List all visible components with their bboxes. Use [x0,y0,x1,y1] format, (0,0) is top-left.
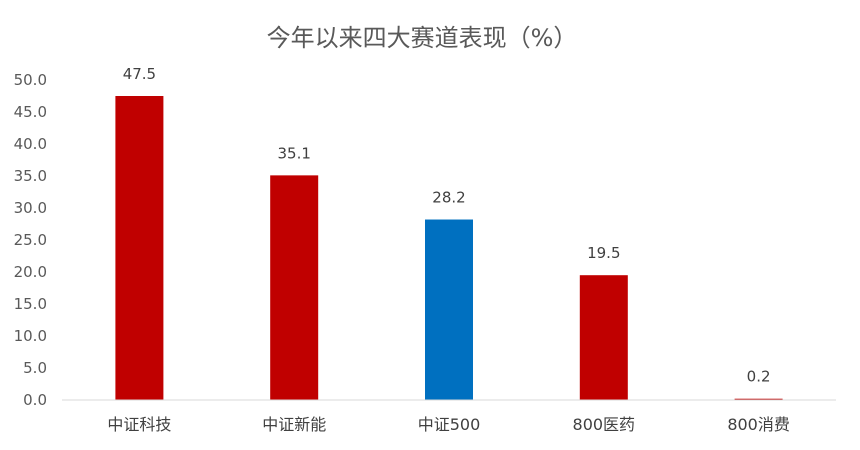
x-tick-label: 中证500 [418,415,481,434]
chart-title: 今年以来四大赛道表现（%） [267,24,578,52]
data-label: 19.5 [587,244,620,262]
bar-series: 47.5 35.1 28.2 19.5 0.2 [115,65,783,401]
bar [270,175,319,400]
data-label: 0.2 [747,368,771,386]
y-tick-label: 30.0 [14,199,47,217]
x-tick-label: 中证科技 [107,415,171,434]
x-tick-label: 800消费 [727,415,790,434]
bar [425,219,473,400]
y-axis: 0.0 5.0 10.0 15.0 20.0 25.0 30.0 35.0 40.0 45.0 50… [14,71,47,409]
bar [734,398,783,401]
y-tick-label: 25.0 [14,231,47,249]
bar [115,96,164,400]
x-tick-label: 中证新能 [262,415,326,434]
y-tick-label: 0.0 [23,391,47,409]
y-tick-label: 10.0 [14,327,47,345]
y-tick-label: 45.0 [14,103,47,121]
y-tick-label: 50.0 [14,71,47,89]
x-tick-label: 800医药 [573,415,636,434]
y-tick-label: 35.0 [14,167,47,185]
y-tick-label: 40.0 [14,135,47,153]
y-tick-label: 20.0 [14,263,47,281]
data-label: 35.1 [277,144,310,162]
bar [579,275,628,400]
x-axis: 中证科技 中证新能 中证500 800医药 800消费 [62,399,836,434]
data-label: 28.2 [432,189,465,207]
y-tick-label: 5.0 [23,359,47,377]
data-label: 47.5 [123,65,156,83]
y-tick-label: 15.0 [14,295,47,313]
